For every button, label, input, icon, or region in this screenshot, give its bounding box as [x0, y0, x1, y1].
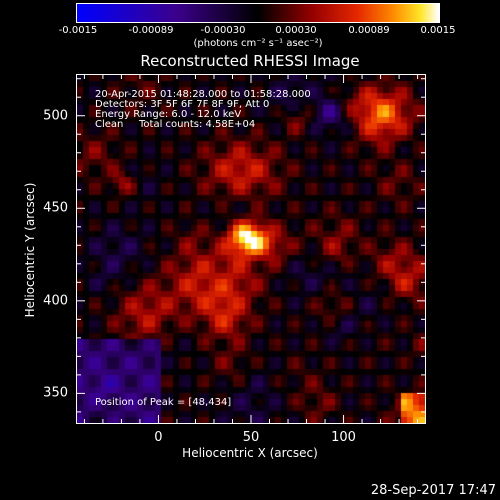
x-tick-label: 0 [154, 430, 163, 445]
colorbar-unit-label: (photons cm⁻² s⁻¹ asec⁻²) [193, 38, 323, 49]
heatmap-image [77, 75, 425, 423]
colorbar-tick-label: 0.0015 [420, 25, 456, 36]
y-tick-label: 450 [43, 200, 68, 216]
colorbar-gradient [77, 4, 439, 22]
clean-annotation: Clean [95, 119, 124, 130]
energy-annotation: Energy Range: 6.0 - 12.0 keV [95, 109, 242, 120]
colorbar [76, 3, 440, 23]
footer-timestamp: 28-Sep-2017 17:47 [370, 483, 496, 498]
colorbar-tick-label: -0.0015 [58, 25, 98, 36]
plot-area: 20-Apr-2015 01:48:28.000 to 01:58:28.000… [76, 74, 426, 424]
y-tick-label: 500 [43, 108, 68, 124]
chart-title: Reconstructed RHESSI Image [140, 52, 360, 70]
peak-position-annotation: Position of Peak = [48,434] [95, 397, 232, 408]
y-tick-label: 400 [43, 293, 68, 309]
y-tick-label: 350 [43, 385, 68, 401]
axis-ticks [77, 75, 425, 423]
detectors-annotation: Detectors: 3F 5F 6F 7F 8F 9F, Att 0 [95, 99, 270, 110]
colorbar-tick-label: 0.00030 [275, 25, 317, 36]
y-axis-label: Heliocentric Y (arcsec) [23, 182, 37, 318]
x-tick-label: 50 [242, 430, 260, 445]
colorbar-tick-label: -0.00030 [200, 25, 246, 36]
colorbar-tick-label: -0.00089 [128, 25, 174, 36]
x-tick-label: 100 [331, 430, 356, 445]
x-axis-label: Heliocentric X (arcsec) [182, 446, 318, 460]
total-counts-annotation: Total counts: 4.58E+04 [139, 119, 256, 130]
time-range-annotation: 20-Apr-2015 01:48:28.000 to 01:58:28.000 [95, 89, 311, 100]
colorbar-tick-label: 0.00089 [348, 25, 390, 36]
